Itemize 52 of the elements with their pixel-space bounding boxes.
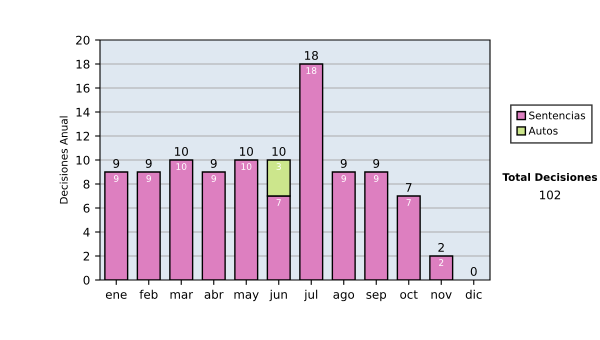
text: Total Decisiones (502, 172, 598, 182)
x-tick-label: jul (304, 290, 318, 302)
x-tick-label: ene (106, 292, 127, 299)
total-label: 9 (373, 158, 380, 168)
y-tick-label: 10 (76, 156, 90, 165)
total-label: 18 (305, 50, 318, 60)
data-label: 3 (276, 163, 281, 170)
data-label: 9 (341, 175, 346, 182)
total-label: 9 (146, 158, 152, 168)
x-tick-label: may (234, 292, 259, 302)
data-label: 7 (406, 199, 411, 206)
data-label: 10 (176, 163, 186, 170)
y-tick-label: 14 (76, 108, 90, 116)
y-tick-label: 16 (76, 84, 90, 93)
x-tick-label: jun (269, 290, 287, 302)
data-label: 9 (146, 175, 151, 182)
x-tick-label: feb (140, 290, 158, 299)
total-label: 10 (240, 146, 253, 156)
total-label: 10 (272, 146, 286, 156)
total-label: 7 (406, 183, 412, 192)
total-label: 9 (113, 158, 120, 168)
data-label: 9 (374, 175, 378, 182)
legend-label: Sentencias (529, 111, 586, 120)
x-tick-label: mar (170, 292, 194, 299)
data-label: 9 (114, 175, 118, 182)
x-tick-label: sep (366, 292, 386, 302)
y-tick-label: 12 (76, 132, 90, 140)
y-tick-label: 4 (83, 228, 90, 236)
y-tick-label: 2 (84, 252, 90, 260)
y-tick-label: 8 (84, 180, 90, 189)
y-tick-label: 20 (76, 36, 90, 45)
y-tick-label: 18 (76, 60, 90, 69)
x-tick-label: dic (466, 290, 482, 299)
data-label: 9 (211, 175, 216, 182)
x-tick-label: abr (204, 290, 224, 299)
total-label: 9 (340, 158, 347, 168)
x-tick-label: nov (431, 292, 452, 299)
data-label: 2 (439, 259, 444, 266)
total-label: 2 (438, 242, 444, 252)
total-label: 10 (175, 146, 188, 156)
x-tick-label: ago (333, 292, 354, 302)
text: 102 (540, 190, 560, 200)
y-tick-label: 0 (84, 276, 90, 285)
total-label: 9 (210, 158, 217, 168)
legend-label: Autos (528, 126, 558, 135)
y-tick-label: 6 (84, 204, 90, 213)
x-tick-label: oct (400, 290, 418, 299)
y-axis-title: Decisiones Anual (60, 116, 68, 204)
data-label: 10 (242, 163, 252, 170)
data-label: 18 (306, 67, 316, 74)
data-label: 7 (276, 199, 281, 206)
total-label: 0 (470, 266, 477, 276)
